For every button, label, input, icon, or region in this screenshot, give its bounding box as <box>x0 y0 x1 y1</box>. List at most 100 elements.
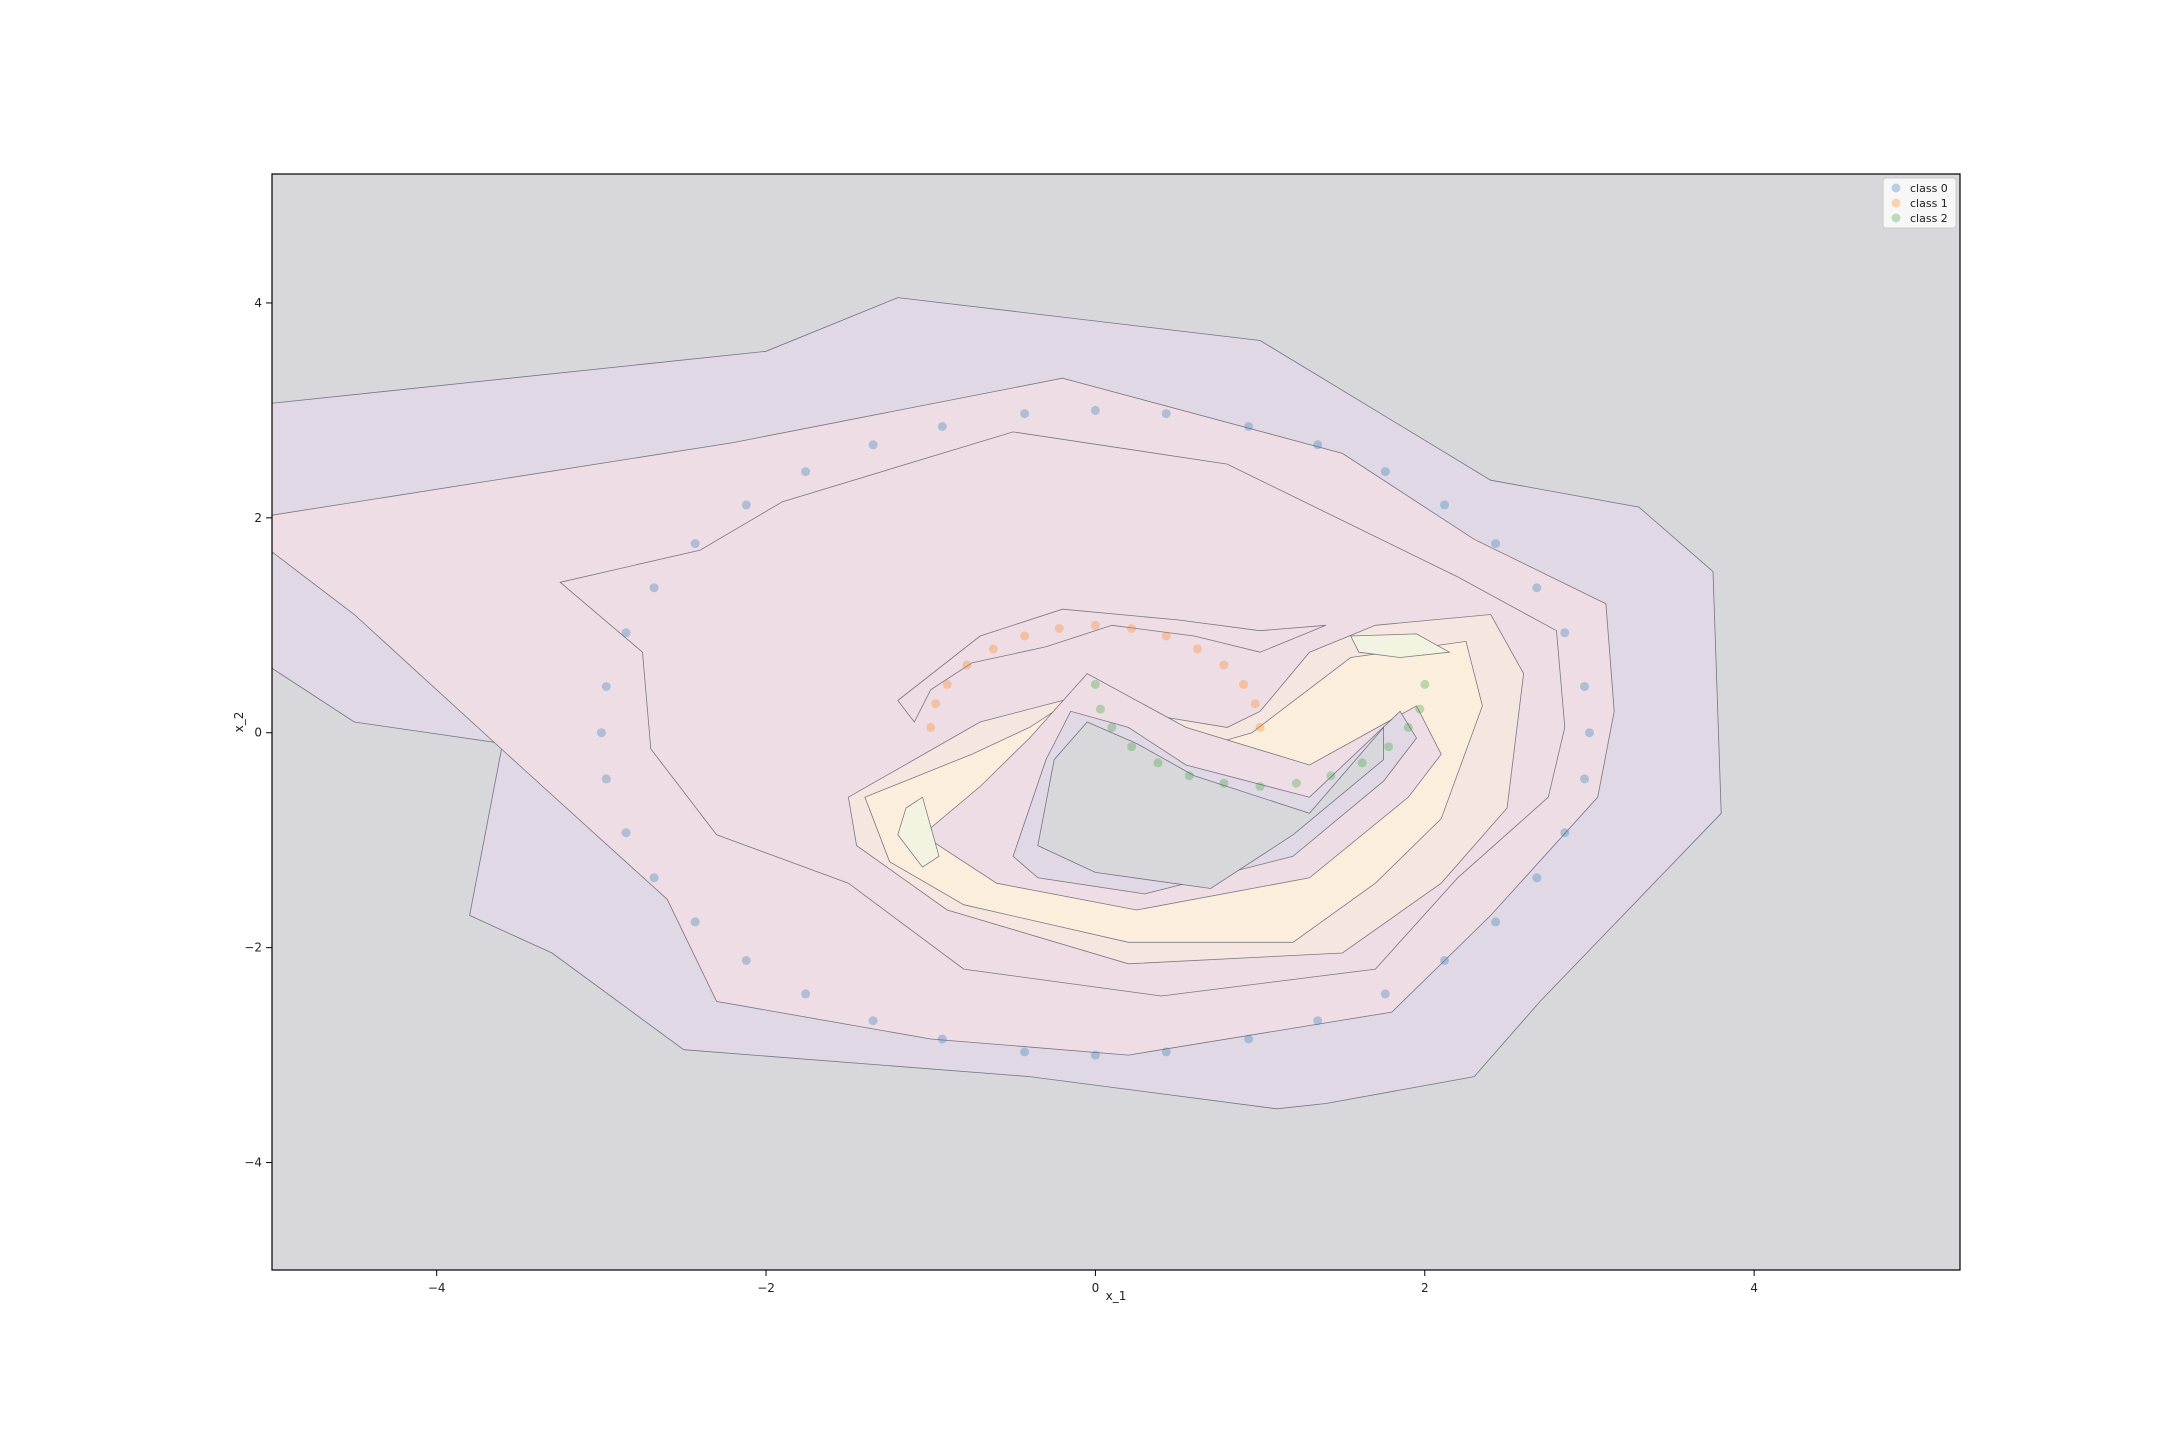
contour-band-10 <box>897 796 940 868</box>
y-tick-label-3: 2 <box>254 511 262 525</box>
point-series-0-35 <box>1440 956 1449 965</box>
point-series-0-26 <box>801 989 811 999</box>
point-series-0-27 <box>868 1016 878 1026</box>
contour-band-8 <box>1037 721 1384 889</box>
x-tick-label-0: −4 <box>428 1281 446 1295</box>
point-series-0-11 <box>1020 409 1030 419</box>
plot-area-frame <box>271 173 1961 1271</box>
point-series-0-10 <box>1090 405 1100 415</box>
legend-marker-2 <box>1891 213 1901 223</box>
point-series-0-0 <box>1585 728 1594 738</box>
point-series-1-13 <box>931 699 941 709</box>
legend-label-0: class 0 <box>1910 182 1948 195</box>
point-series-1-0 <box>1255 722 1265 732</box>
point-series-2-0 <box>1090 679 1100 689</box>
point-series-0-33 <box>1313 1016 1323 1026</box>
point-series-1-4 <box>1193 644 1202 654</box>
point-series-0-15 <box>741 500 751 510</box>
point-series-0-25 <box>741 956 751 965</box>
point-series-1-8 <box>1054 624 1064 633</box>
point-series-2-13 <box>1415 704 1425 714</box>
point-series-0-38 <box>1560 828 1570 838</box>
point-series-2-9 <box>1326 771 1336 781</box>
point-series-2-7 <box>1255 782 1265 791</box>
point-series-2-2 <box>1107 722 1117 732</box>
point-series-0-29 <box>1020 1047 1030 1057</box>
point-series-1-12 <box>942 679 952 689</box>
y-tick-label-0: −4 <box>244 1156 262 1170</box>
point-series-1-9 <box>1020 631 1030 641</box>
point-series-0-24 <box>690 917 700 927</box>
point-series-1-14 <box>926 722 936 732</box>
point-series-0-3 <box>1532 583 1542 593</box>
point-series-0-1 <box>1580 682 1589 691</box>
point-series-2-1 <box>1095 704 1105 714</box>
point-series-0-32 <box>1244 1034 1254 1044</box>
x-tick-label-4: 4 <box>1750 1281 1758 1295</box>
point-series-0-13 <box>868 440 878 450</box>
point-series-2-11 <box>1384 742 1394 752</box>
legend: class 0 class 1 class 2 <box>1882 177 1957 229</box>
x-axis-ticks: −4 −2 0 2 4 <box>428 1270 1758 1295</box>
point-series-0-12 <box>937 422 947 431</box>
point-series-1-1 <box>1250 699 1260 709</box>
point-series-0-8 <box>1244 422 1254 431</box>
point-series-0-22 <box>621 828 631 838</box>
y-axis-label: x_2 <box>232 712 246 733</box>
point-series-0-4 <box>1491 539 1501 549</box>
point-series-0-34 <box>1380 989 1390 999</box>
point-series-0-21 <box>601 774 611 784</box>
point-series-0-20 <box>596 728 606 738</box>
contour-band-9 <box>1350 633 1451 658</box>
decision-contours <box>272 297 1722 1110</box>
point-series-1-6 <box>1127 624 1137 633</box>
point-series-0-39 <box>1580 774 1589 784</box>
point-series-0-7 <box>1313 440 1323 450</box>
point-series-0-5 <box>1440 500 1449 510</box>
point-series-1-11 <box>962 660 972 670</box>
point-series-0-6 <box>1380 467 1390 477</box>
point-series-2-5 <box>1184 771 1194 781</box>
point-series-1-5 <box>1161 631 1171 641</box>
point-series-0-2 <box>1560 628 1570 638</box>
point-series-0-19 <box>601 682 611 691</box>
y-axis-ticks: −4 −2 0 2 4 <box>244 296 272 1170</box>
contour-band-3 <box>897 608 1327 723</box>
point-series-0-36 <box>1491 917 1501 927</box>
x-tick-label-2: 0 <box>1092 1281 1100 1295</box>
legend-box <box>1882 177 1957 229</box>
point-series-0-14 <box>801 467 811 477</box>
point-series-1-10 <box>988 644 998 654</box>
point-series-1-2 <box>1239 679 1249 689</box>
point-series-2-10 <box>1357 758 1367 768</box>
y-tick-label-2: 0 <box>254 726 262 740</box>
legend-label-2: class 2 <box>1910 212 1948 225</box>
point-series-0-9 <box>1161 409 1171 419</box>
point-series-0-28 <box>937 1034 947 1044</box>
point-series-2-14 <box>1420 679 1430 689</box>
point-series-0-31 <box>1161 1047 1171 1057</box>
x-tick-label-3: 2 <box>1421 1281 1429 1295</box>
point-series-2-6 <box>1219 778 1229 788</box>
point-series-0-30 <box>1090 1050 1100 1060</box>
point-series-0-16 <box>690 539 700 549</box>
legend-marker-1 <box>1891 198 1901 208</box>
point-series-2-12 <box>1403 722 1413 732</box>
point-series-2-4 <box>1153 758 1163 768</box>
x-axis-label: x_1 <box>1106 1289 1127 1303</box>
point-series-0-18 <box>621 628 631 638</box>
x-tick-label-1: −2 <box>757 1281 775 1295</box>
scatter-points <box>596 405 1594 1060</box>
legend-label-1: class 1 <box>1910 197 1948 210</box>
point-series-1-3 <box>1219 660 1229 670</box>
point-series-0-23 <box>649 873 659 883</box>
point-series-2-3 <box>1127 742 1137 752</box>
point-series-1-7 <box>1090 620 1100 630</box>
point-series-0-37 <box>1532 873 1542 883</box>
legend-marker-0 <box>1891 183 1901 193</box>
y-tick-label-1: −2 <box>244 941 262 955</box>
y-tick-label-4: 4 <box>254 296 262 310</box>
point-series-0-17 <box>649 583 659 593</box>
